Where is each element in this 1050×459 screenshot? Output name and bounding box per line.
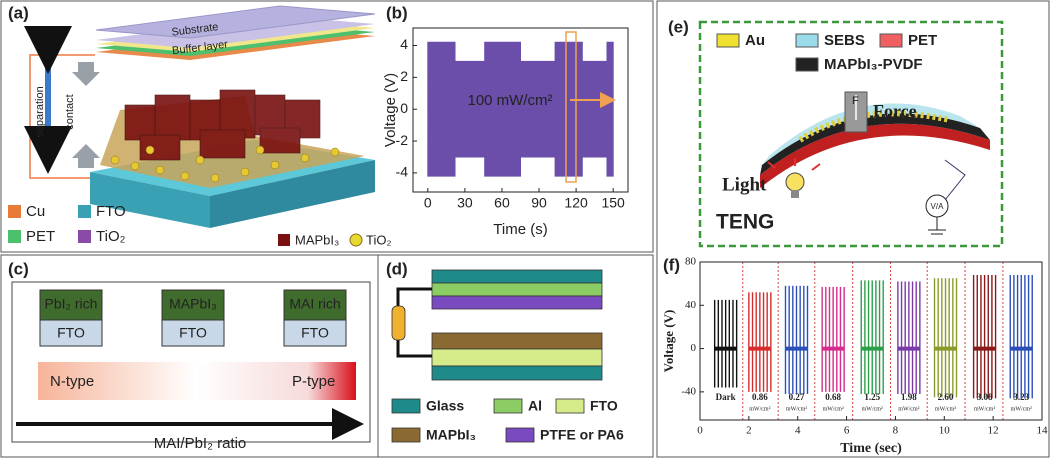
group-label: 0.86 (752, 392, 768, 402)
x-tick-label: 2 (746, 425, 752, 437)
group-label: 1.98 (901, 392, 917, 402)
x-tick-label: 30 (457, 195, 473, 211)
unit-label: mW/cm² (862, 406, 883, 412)
x-axis-label: Time (s) (493, 221, 547, 238)
film-label: PbI₂ rich (45, 296, 98, 312)
y-tick-label: 2 (400, 68, 408, 84)
legend-label: FTO (590, 398, 618, 414)
film-label: FTO (301, 325, 329, 341)
film-boxes: PbI₂ rich FTO MAPbI₃ FTO MAI rich FTO (40, 290, 346, 346)
x-tick-label: 150 (601, 195, 625, 211)
y-tick-label: -4 (396, 164, 409, 180)
group-label: 2.60 (938, 392, 954, 402)
type-label: N-type (50, 373, 94, 390)
device-illustration (30, 6, 375, 228)
arrow-label: separation (34, 86, 46, 137)
x-tick-label: 120 (564, 195, 588, 211)
unit-label: mW/cm² (1011, 406, 1032, 412)
unit-label: mW/cm² (786, 406, 807, 412)
group-label: Dark (716, 392, 736, 402)
annotation: 100 mW/cm² (467, 92, 552, 109)
legend-label: MAPbI₃ (426, 427, 476, 443)
film-label: MAPbI₃ (169, 296, 217, 312)
y-axis-label: Voltage (V) (661, 310, 676, 373)
legend-label: TiO₂ (96, 228, 126, 245)
panel-label: (b) (386, 3, 408, 22)
x-tick-label: 0 (424, 195, 432, 211)
group-label: 3.08 (977, 392, 993, 402)
x-tick-label: 60 (494, 195, 510, 211)
group-label: 1.25 (864, 392, 880, 402)
signal-area (428, 109, 613, 176)
legend-label: Cu (26, 203, 45, 220)
x-tick-label: 8 (893, 425, 899, 437)
figure: (a) Substrate Buffer layer separation co… (0, 0, 1050, 459)
legend-label: Au (745, 32, 765, 49)
x-tick-label: 0 (697, 425, 703, 437)
y-tick-label: 40 (685, 299, 697, 311)
force-label: Force (873, 101, 917, 121)
meter-label: V/A (931, 202, 945, 211)
x-axis-label: Time (sec) (840, 441, 902, 456)
y-tick-label: 0 (691, 342, 697, 354)
group-label: 0.27 (789, 392, 805, 402)
x-tick-label: 4 (795, 425, 801, 437)
legend-label: FTO (96, 203, 126, 220)
unit-label: mW/cm² (974, 406, 995, 412)
legend-label: MAPbI₃ (295, 232, 339, 247)
x-tick-label: 14 (1037, 425, 1049, 437)
panel-label: (d) (386, 259, 408, 278)
light-label: Light (722, 174, 767, 195)
legend-label: MAPbI₃-PVDF (824, 56, 923, 73)
group-label: 0.68 (825, 392, 841, 402)
force-symbol: F (852, 95, 859, 107)
teng-label: TENG (716, 211, 774, 234)
unit-label: mW/cm² (898, 406, 919, 412)
film-label: FTO (57, 325, 85, 341)
legend-label: PET (908, 32, 937, 49)
x-tick-label: 6 (844, 425, 850, 437)
panel-label: (c) (8, 259, 29, 278)
panel-label: (f) (663, 255, 680, 274)
panel-label: (a) (8, 3, 29, 22)
legend-label: Glass (426, 398, 464, 414)
panel-label: (e) (668, 17, 689, 36)
film-label: MAI rich (289, 296, 340, 312)
film-label: FTO (179, 325, 207, 341)
y-tick-label: 80 (685, 256, 697, 268)
layer-stack (392, 270, 602, 442)
y-axis-label: Voltage (V) (382, 73, 399, 147)
y-tick-label: 0 (400, 100, 408, 116)
y-tick-label: 4 (400, 36, 408, 52)
axis-label: MAI/PbI₂ ratio (154, 435, 247, 452)
legend-label: PTFE or PA6 (540, 427, 624, 443)
x-tick-label: 90 (531, 195, 547, 211)
unit-label: mW/cm² (749, 406, 770, 412)
unit-label: mW/cm² (935, 406, 956, 412)
y-tick-label: -40 (681, 385, 696, 397)
x-tick-label: 12 (988, 425, 999, 437)
legend-label: SEBS (824, 32, 865, 49)
legend-label: PET (26, 228, 55, 245)
legend-label: TiO₂ (366, 232, 392, 247)
unit-label: mW/cm² (823, 406, 844, 412)
group-label: 3.23 (1013, 392, 1029, 402)
x-tick-label: 10 (939, 425, 951, 437)
legend-label: Al (528, 398, 542, 414)
type-label: P-type (292, 373, 335, 390)
arrow-label: contact (64, 94, 76, 129)
